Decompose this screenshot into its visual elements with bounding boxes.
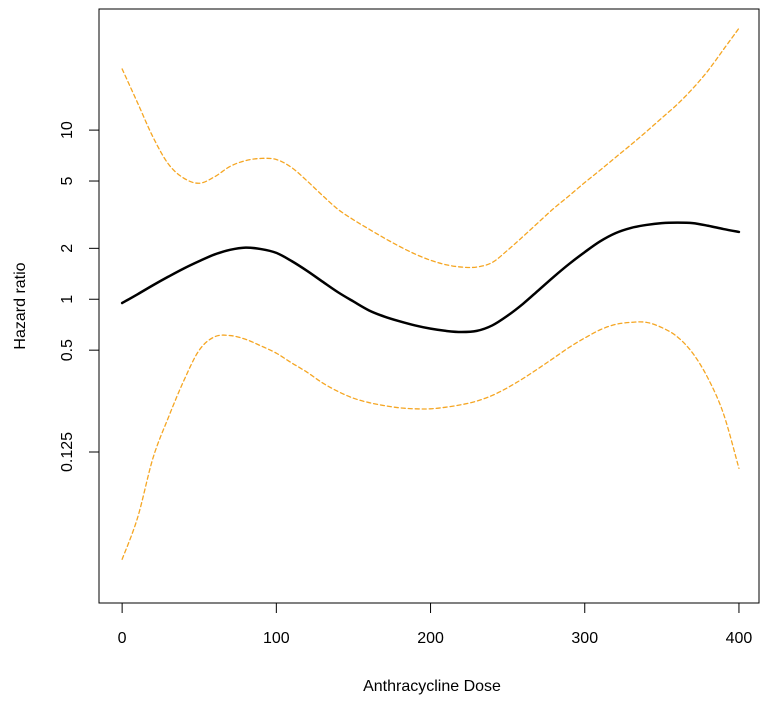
x-tick-label: 0 <box>118 630 127 647</box>
series-line-ci-upper <box>121 27 740 269</box>
x-axis-title: Anthracycline Dose <box>363 678 501 695</box>
x-tick-label: 300 <box>571 630 598 647</box>
series-line-estimate <box>120 221 741 334</box>
x-tick-label: 200 <box>417 630 444 647</box>
y-tick-label: 1 <box>59 295 76 304</box>
x-axis: 0 100 200 300 400 <box>118 602 753 647</box>
y-tick-label: 0.5 <box>59 339 76 361</box>
y-tick-label: 0.125 <box>59 432 76 472</box>
y-axis-title: Hazard ratio <box>12 262 29 349</box>
y-tick-label: 5 <box>59 176 76 185</box>
x-tick-label: 100 <box>263 630 290 647</box>
y-axis: 0.125 0.5 1 2 5 10 <box>59 121 100 472</box>
series-layer <box>120 27 741 560</box>
y-tick-label: 10 <box>59 121 76 139</box>
y-tick-label: 2 <box>59 244 76 253</box>
x-tick-label: 400 <box>726 630 753 647</box>
plot-frame <box>98 8 760 604</box>
series-line-ci-lower <box>121 321 740 560</box>
